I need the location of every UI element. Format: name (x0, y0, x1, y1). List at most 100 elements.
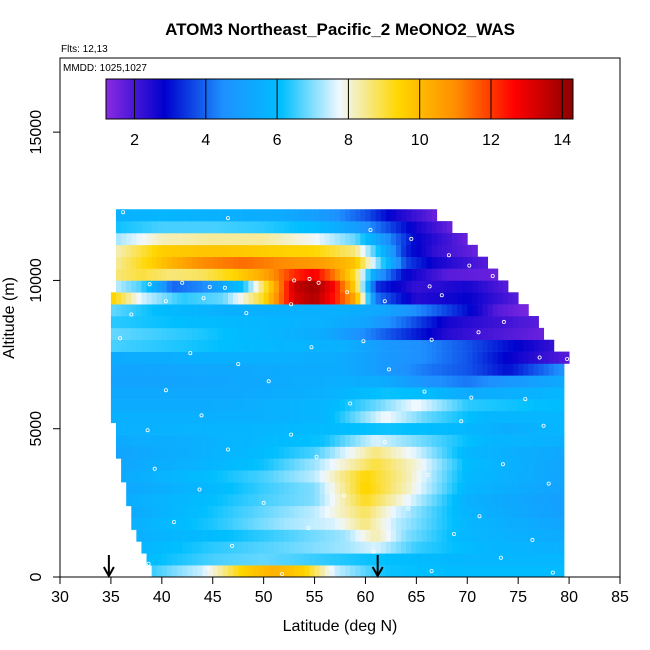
curtain-cell (416, 482, 422, 495)
curtain-cell (487, 553, 494, 566)
curtain-cell (365, 493, 371, 507)
curtain-cell (243, 446, 249, 459)
curtain-cell (228, 541, 234, 554)
curtain-cell (528, 493, 534, 507)
curtain-cell (426, 244, 433, 257)
curtain-cell (136, 458, 142, 471)
curtain-cell (110, 375, 117, 388)
curtain-cell (273, 292, 280, 305)
curtain-cell (426, 292, 433, 305)
curtain-cell (370, 458, 377, 471)
curtain-cell (222, 541, 229, 554)
curtain-cell (273, 280, 280, 293)
curtain-cell (426, 422, 433, 435)
x-tick-label: 80 (560, 589, 578, 606)
curtain-cell (233, 327, 239, 341)
curtain-cell (329, 446, 336, 459)
curtain-cell (207, 505, 214, 518)
curtain-cell (121, 256, 127, 269)
curtain-cell (390, 458, 397, 471)
curtain-cell (233, 422, 239, 435)
curtain-cell (401, 541, 407, 554)
curtain-cell (329, 470, 336, 483)
curtain-cell (248, 316, 254, 329)
curtain-cell (467, 517, 473, 530)
curtain-cell (268, 256, 275, 269)
curtain-cell (273, 458, 280, 471)
curtain-cell (467, 327, 473, 341)
curtain-cell (518, 517, 524, 530)
curtain-cell (457, 387, 463, 400)
curtain-cell (375, 256, 382, 269)
curtain-cell (446, 529, 453, 542)
curtain-cell (396, 553, 402, 566)
curtain-cell (202, 387, 209, 400)
curtain-cell (508, 517, 514, 530)
curtain-cell (192, 363, 198, 376)
curtain-cell (441, 316, 448, 329)
curtain-cell (431, 327, 438, 341)
curtain-cell (294, 387, 300, 400)
curtain-cell (136, 209, 142, 222)
curtain-cell (172, 375, 178, 388)
curtain-cell (156, 351, 163, 364)
curtain-cell (426, 316, 433, 329)
curtain-cell (151, 565, 158, 578)
curtain-cell (502, 493, 509, 507)
curtain-cell (172, 505, 178, 518)
curtain-cell (182, 517, 188, 530)
curtain-cell (268, 268, 275, 281)
curtain-cell (126, 339, 132, 352)
curtain-cell (207, 529, 214, 542)
curtain-cell (238, 209, 244, 222)
curtain-cell (299, 446, 305, 459)
curtain-cell (370, 565, 377, 578)
curtain-cell (492, 565, 499, 578)
sample-point (429, 569, 434, 574)
curtain-cell (207, 434, 214, 447)
curtain-cell (370, 529, 377, 542)
curtain-cell (131, 292, 137, 305)
curtain-cell (197, 446, 203, 459)
curtain-cell (390, 292, 397, 305)
curtain-cell (365, 505, 371, 518)
curtain-cell (375, 541, 382, 554)
curtain-cell (304, 553, 310, 566)
curtain-cell (263, 387, 270, 400)
curtain-cell (360, 327, 366, 341)
curtain-cell (268, 363, 275, 376)
curtain-cell (518, 399, 524, 412)
curtain-cell (340, 232, 346, 246)
curtain-cell (233, 244, 239, 257)
curtain-cell (202, 256, 209, 269)
curtain-cell (273, 517, 280, 530)
curtain-cell (151, 434, 158, 447)
curtain-cell (156, 256, 163, 269)
curtain-cell (238, 304, 244, 317)
curtain-cell (462, 446, 468, 459)
curtain-cell (304, 410, 310, 424)
curtain-cell (263, 232, 270, 246)
curtain-cell (355, 553, 361, 566)
curtain-cell (421, 304, 427, 317)
curtain-cell (523, 470, 529, 483)
curtain-cell (543, 363, 550, 376)
curtain-cell (329, 505, 336, 518)
curtain-cell (472, 399, 478, 412)
curtain-cell (365, 280, 371, 293)
curtain-cell (156, 339, 163, 352)
curtain-cell (228, 553, 234, 566)
curtain-cell (116, 434, 122, 447)
curtain-cell (182, 470, 188, 483)
curtain-cell (121, 327, 127, 341)
curtain-cell (482, 399, 489, 412)
curtain-cell (182, 339, 188, 352)
curtain-cell (533, 493, 539, 507)
curtain-cell (263, 221, 270, 234)
curtain-cell (278, 256, 285, 269)
curtain-cell (411, 541, 417, 554)
curtain-cell (187, 280, 193, 293)
curtain-cell (421, 280, 427, 293)
curtain-cell (197, 434, 203, 447)
curtain-cell (360, 256, 366, 269)
